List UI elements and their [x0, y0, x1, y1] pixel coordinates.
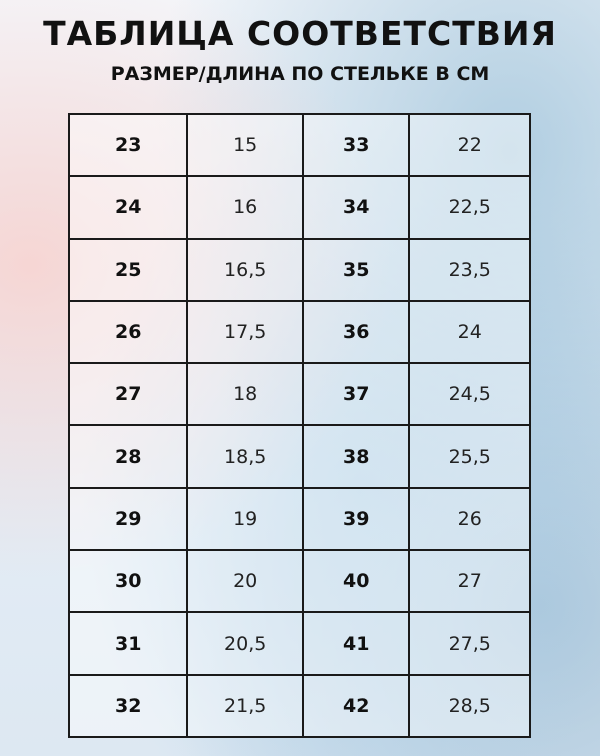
size-cell: 42 — [301, 673, 411, 739]
subtitle: РАЗМЕР/ДЛИНА ПО СТЕЛЬКЕ В СМ — [110, 63, 490, 85]
length-cell: 16,5 — [186, 237, 304, 302]
size-cell: 25 — [67, 237, 189, 302]
table-row: 27 18 37 24,5 — [67, 362, 531, 427]
length-cell: 20,5 — [186, 611, 304, 676]
length-cell: 18 — [186, 362, 304, 427]
table-row: 31 20,5 41 27,5 — [67, 611, 531, 676]
table-row: 23 15 33 22 — [67, 112, 531, 178]
size-table: 23 15 33 22 24 16 34 22,5 25 16,5 35 23,5 26 17,5 36 24… — [67, 112, 531, 739]
size-cell: 29 — [67, 486, 189, 552]
table-row: 30 20 40 27 — [67, 549, 531, 614]
size-cell: 26 — [67, 299, 189, 365]
length-cell: 25,5 — [408, 424, 531, 489]
title: ТАБЛИЦА СООТВЕТСТВИЯ — [43, 14, 557, 53]
size-cell: 36 — [301, 299, 411, 365]
table-row: 26 17,5 36 24 — [67, 299, 531, 365]
size-cell: 35 — [301, 237, 411, 302]
length-cell: 28,5 — [408, 673, 531, 739]
size-cell: 32 — [67, 673, 189, 739]
length-cell: 27,5 — [408, 611, 531, 676]
size-cell: 27 — [67, 362, 189, 427]
size-cell: 24 — [67, 175, 189, 240]
size-cell: 31 — [67, 611, 189, 676]
length-cell: 18,5 — [186, 424, 304, 489]
length-cell: 19 — [186, 486, 304, 552]
table-row: 32 21,5 42 28,5 — [67, 673, 531, 739]
length-cell: 17,5 — [186, 299, 304, 365]
size-cell: 39 — [301, 486, 411, 552]
size-cell: 38 — [301, 424, 411, 489]
size-cell: 34 — [301, 175, 411, 240]
length-cell: 20 — [186, 549, 304, 614]
size-cell: 40 — [301, 549, 411, 614]
length-cell: 23,5 — [408, 237, 531, 302]
length-cell: 22 — [408, 112, 531, 178]
length-cell: 24,5 — [408, 362, 531, 427]
length-cell: 27 — [408, 549, 531, 614]
table-row: 29 19 39 26 — [67, 486, 531, 552]
length-cell: 26 — [408, 486, 531, 552]
length-cell: 22,5 — [408, 175, 531, 240]
length-cell: 21,5 — [186, 673, 304, 739]
length-cell: 16 — [186, 175, 304, 240]
size-cell: 37 — [301, 362, 411, 427]
table-row: 25 16,5 35 23,5 — [67, 237, 531, 302]
size-cell: 41 — [301, 611, 411, 676]
size-cell: 33 — [301, 112, 411, 178]
length-cell: 24 — [408, 299, 531, 365]
size-cell: 30 — [67, 549, 189, 614]
size-cell: 28 — [67, 424, 189, 489]
table-row: 28 18,5 38 25,5 — [67, 424, 531, 489]
table-row: 24 16 34 22,5 — [67, 175, 531, 240]
length-cell: 15 — [186, 112, 304, 178]
size-cell: 23 — [67, 112, 189, 178]
